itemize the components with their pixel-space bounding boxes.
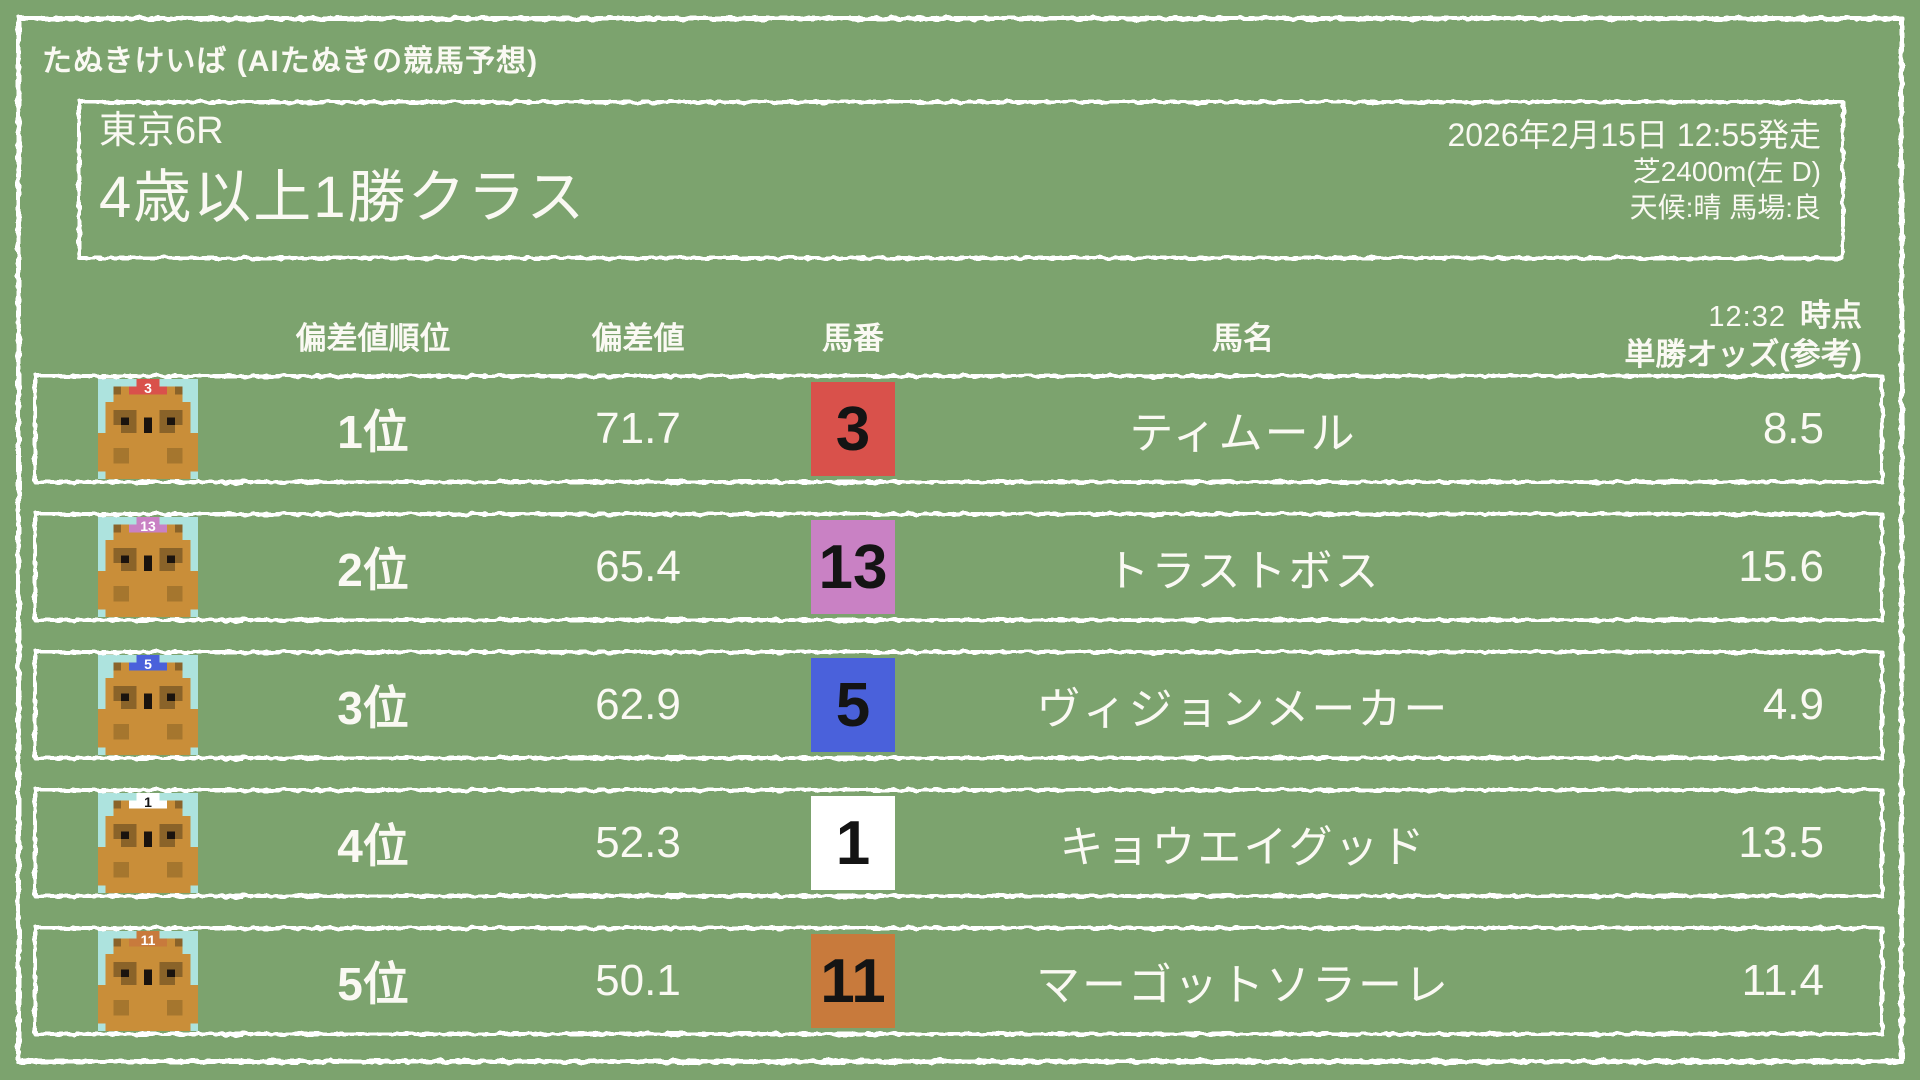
tanuki-avatar: 3: [98, 379, 198, 479]
rank-value: 5位: [337, 958, 409, 1010]
tanuki-avatar: 1: [98, 793, 198, 893]
avatar-cell: 3: [33, 379, 233, 479]
score-value: 52.3: [595, 818, 681, 867]
horse-number-badge: 5: [811, 658, 895, 752]
horse-number-cell: 5: [763, 658, 943, 752]
horse-number-badge: 3: [811, 382, 895, 476]
horse-number-badge: 13: [811, 520, 895, 614]
avatar-cap-number: 13: [140, 518, 156, 534]
rank-value: 2位: [337, 544, 409, 596]
horse-name: ヴィジョンメーカー: [1036, 685, 1450, 734]
score-value: 50.1: [595, 956, 681, 1005]
table-row: 1 4位 52.3 1 キョウエイグッド 13.5: [33, 788, 1884, 898]
rank-value: 3位: [337, 682, 409, 734]
avatar-cell: 1: [33, 793, 233, 893]
avatar-cap-number: 11: [140, 932, 156, 948]
race-conditions: 天候:晴 馬場:良: [1629, 192, 1821, 223]
race-header-box: 東京6R 4歳以上1勝クラス 2026年2月15日 12:55発走 芝2400m…: [77, 100, 1845, 260]
race-right-block: 2026年2月15日 12:55発走 芝2400m(左 D) 天候:晴 馬場:良: [1447, 116, 1821, 226]
odds-value: 8.5: [1762, 404, 1824, 453]
header-odds-time-line: 12:32 時点: [1543, 297, 1862, 336]
table-row: 5 3位 62.9 5 ヴィジョンメーカー 4.9: [33, 650, 1884, 760]
horse-name: マーゴットソラーレ: [1036, 961, 1450, 1010]
app-title: たぬきけいば (AIたぬきの競馬予想): [42, 45, 539, 78]
tanuki-avatar: 11: [98, 931, 198, 1031]
header-horse-number: 馬番: [822, 320, 884, 356]
horse-number-badge: 11: [811, 934, 895, 1028]
odds-snapshot-time: 12:32: [1708, 301, 1786, 333]
horse-number-cell: 11: [763, 934, 943, 1028]
race-number: 東京6R: [99, 110, 224, 152]
odds-value: 13.5: [1738, 818, 1824, 867]
odds-value: 4.9: [1762, 680, 1824, 729]
avatar-cell: 11: [33, 931, 233, 1031]
tanuki-avatar: 5: [98, 655, 198, 755]
race-left-block: 東京6R 4歳以上1勝クラス: [99, 108, 586, 230]
avatar-cap-number: 1: [144, 794, 152, 810]
avatar-cell: 5: [33, 655, 233, 755]
score-value: 62.9: [595, 680, 681, 729]
header-odds-label: 単勝オッズ(参考): [1624, 337, 1862, 372]
race-start-time: 2026年2月15日 12:55発走: [1447, 117, 1821, 153]
rank-value: 4位: [337, 820, 409, 872]
score-value: 71.7: [595, 404, 681, 453]
horse-number-cell: 1: [763, 796, 943, 890]
avatar-cap-number: 3: [144, 380, 152, 396]
odds-time-suffix: 時点: [1800, 298, 1862, 333]
odds-value: 15.6: [1738, 542, 1824, 591]
horse-number-cell: 13: [763, 520, 943, 614]
header-horse-name: 馬名: [1212, 320, 1274, 356]
table-row: 3 1位 71.7 3 ティムール 8.5: [33, 374, 1884, 484]
horse-name: キョウエイグッド: [1059, 823, 1427, 872]
horse-number-cell: 3: [763, 382, 943, 476]
horse-name: トラストボス: [1105, 547, 1381, 596]
header-odds: 12:32 時点 単勝オッズ(参考): [1543, 297, 1884, 373]
score-value: 65.4: [595, 542, 681, 591]
avatar-cell: 13: [33, 517, 233, 617]
odds-value: 11.4: [1741, 956, 1824, 1005]
header-score: 偏差値: [591, 320, 685, 356]
table-column-headers: 偏差値順位 偏差値 馬番 馬名 12:32 時点 単勝オッズ(参考): [33, 296, 1884, 374]
rank-value: 1位: [337, 406, 409, 458]
prediction-rows: 3 1位 71.7 3 ティムール 8.5 13 2位 65.4 13 トラスト…: [33, 374, 1884, 1064]
race-course: 芝2400m(左 D): [1632, 156, 1821, 187]
table-row: 13 2位 65.4 13 トラストボス 15.6: [33, 512, 1884, 622]
header-rank: 偏差値順位: [295, 320, 451, 356]
avatar-cap-number: 5: [144, 656, 152, 672]
tanuki-avatar: 13: [98, 517, 198, 617]
horse-name: ティムール: [1129, 409, 1357, 458]
horse-number-badge: 1: [811, 796, 895, 890]
table-row: 11 5位 50.1 11 マーゴットソラーレ 11.4: [33, 926, 1884, 1036]
race-name: 4歳以上1勝クラス: [99, 165, 587, 230]
